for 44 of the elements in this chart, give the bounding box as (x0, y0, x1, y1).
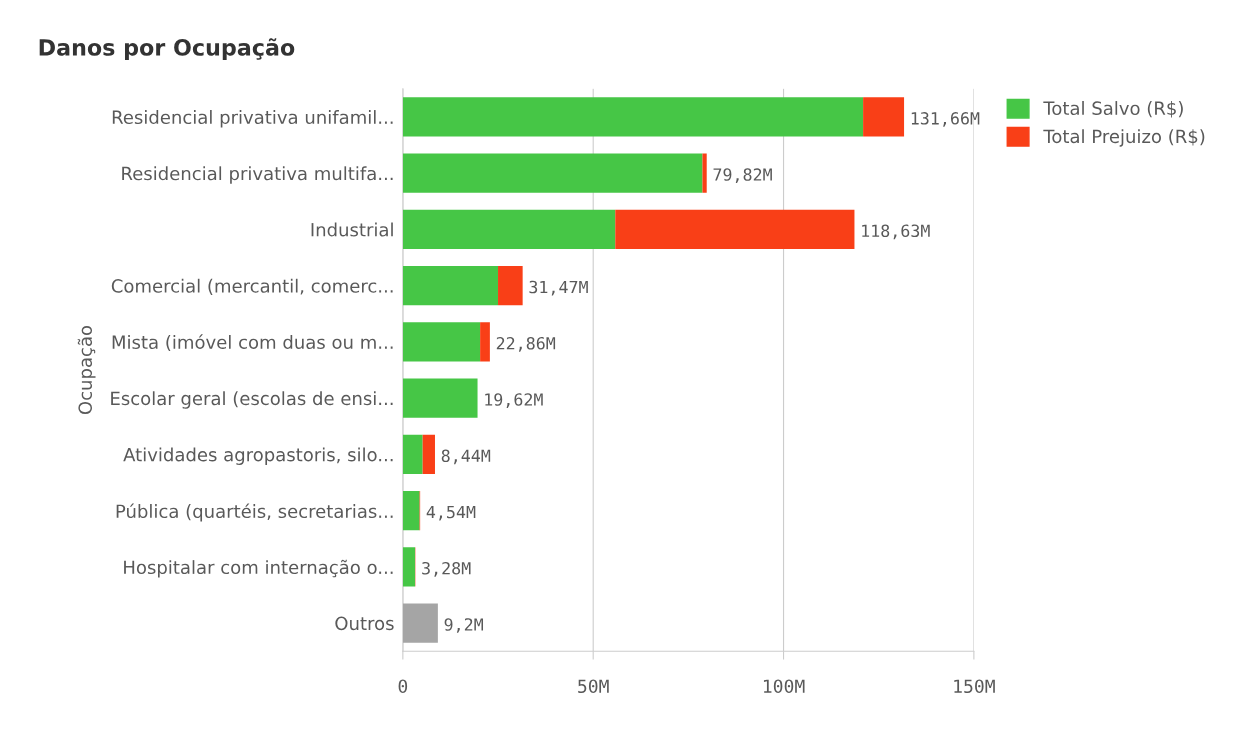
bar (402, 209, 616, 250)
y-axis-title: Ocupação (77, 325, 96, 415)
total-label: 31,47M (529, 280, 588, 296)
bar (402, 378, 478, 418)
y-tick-label: Escolar geral (escolas de ensi... (111, 391, 393, 409)
bar (863, 97, 905, 137)
legend-label: Total Salvo (R$) (1043, 101, 1183, 118)
y-tick-label: Residencial privativa unifamil... (112, 110, 393, 128)
y-tick-label: Comercial (mercantil, comerc... (111, 278, 393, 295)
total-label: 131,66M (911, 112, 980, 127)
total-label: 19,62M (485, 393, 543, 408)
bar (402, 434, 423, 475)
bar (480, 322, 490, 362)
y-tick-label: Outros (335, 616, 394, 631)
bar (422, 434, 435, 475)
bar (615, 209, 855, 250)
total-label: 79,82M (713, 168, 772, 183)
total-label: 3,28M (422, 561, 471, 577)
bar (402, 153, 703, 193)
y-tick-label: Mista (imóvel com duas ou m... (112, 334, 393, 352)
text: Danos por Ocupação (39, 38, 295, 61)
legend-label: Total Prejuizo (R$) (1043, 129, 1205, 147)
x-tick-label: 100M (763, 679, 805, 694)
total-label: 118,63M (862, 224, 930, 240)
total-label: 8,44M (441, 449, 491, 465)
total-label: 4,54M (426, 505, 476, 521)
y-tick-label: Industrial (311, 222, 393, 237)
bar (402, 97, 864, 137)
bar (702, 153, 707, 193)
x-tick-label: 150M (954, 679, 995, 694)
total-label: 22,86M (496, 336, 556, 352)
x-tick-label: 50M (578, 679, 609, 694)
total-label: 9,2M (444, 618, 484, 633)
y-tick-label: Residencial privativa multifa... (122, 166, 393, 184)
y-tick-label: Pública (quartéis, secretarias... (116, 503, 393, 522)
bar (402, 490, 420, 531)
bar (402, 603, 438, 643)
bar (402, 547, 416, 587)
x-tick-label: 0 (398, 679, 408, 694)
y-tick-label: Hospitalar com internação o... (124, 559, 393, 578)
bar (402, 265, 499, 306)
bar (402, 322, 481, 362)
y-tick-label: Atividades agropastoris, silo... (123, 447, 393, 465)
bar (498, 265, 523, 306)
